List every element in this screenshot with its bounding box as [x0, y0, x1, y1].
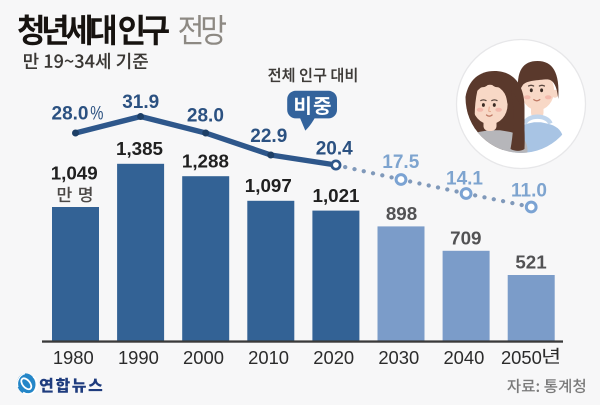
- svg-text:11.0: 11.0: [511, 181, 547, 202]
- svg-text:2050: 2050: [501, 347, 542, 368]
- svg-text:1,049: 1,049: [51, 162, 98, 183]
- svg-text:31.9: 31.9: [122, 92, 159, 113]
- svg-text:1990: 1990: [118, 347, 159, 368]
- svg-text:20.4: 20.4: [316, 139, 353, 160]
- svg-text:28.0: 28.0: [187, 106, 224, 127]
- svg-text:1,288: 1,288: [182, 151, 229, 172]
- svg-text:1980: 1980: [53, 347, 94, 368]
- svg-text:14.1: 14.1: [446, 169, 483, 190]
- svg-text:2000: 2000: [183, 347, 224, 368]
- svg-text:521: 521: [515, 252, 546, 273]
- svg-text:2040: 2040: [443, 347, 484, 368]
- svg-text:1,097: 1,097: [245, 175, 292, 196]
- svg-text:2010: 2010: [248, 347, 289, 368]
- svg-text:17.5: 17.5: [382, 152, 419, 173]
- svg-text:%: %: [90, 103, 103, 124]
- svg-text:1,385: 1,385: [116, 138, 163, 159]
- svg-text:28.0: 28.0: [52, 104, 89, 125]
- svg-text:709: 709: [450, 228, 481, 249]
- svg-text:1,021: 1,021: [313, 185, 360, 206]
- svg-text:2030: 2030: [378, 347, 419, 368]
- svg-text:2020: 2020: [313, 347, 354, 368]
- svg-text:898: 898: [386, 203, 417, 224]
- svg-text:22.9: 22.9: [250, 126, 287, 147]
